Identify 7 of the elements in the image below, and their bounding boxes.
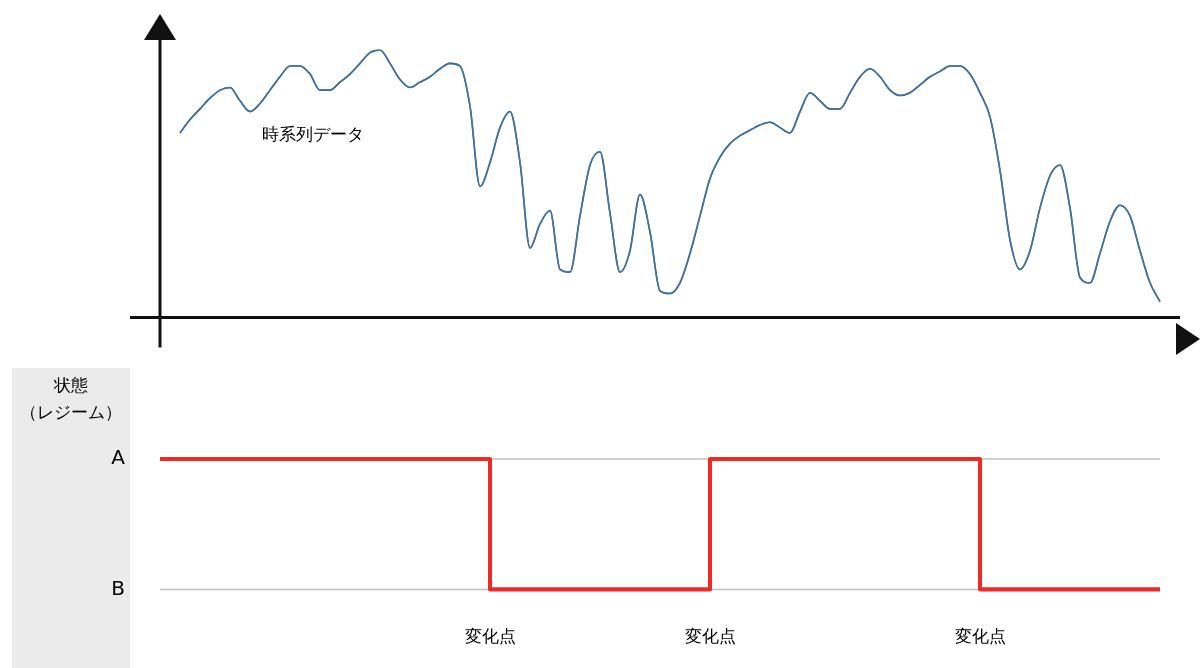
text: 変化点 xyxy=(684,626,736,647)
y-axis-title: 状態（レジーム） xyxy=(19,374,123,424)
ref-line-label: A xyxy=(111,445,126,470)
ref-line-label: B xyxy=(111,575,125,600)
text: 変化点 xyxy=(954,626,1006,647)
text: 変化点 xyxy=(464,626,516,647)
series-label: 時系列データ xyxy=(262,124,364,145)
